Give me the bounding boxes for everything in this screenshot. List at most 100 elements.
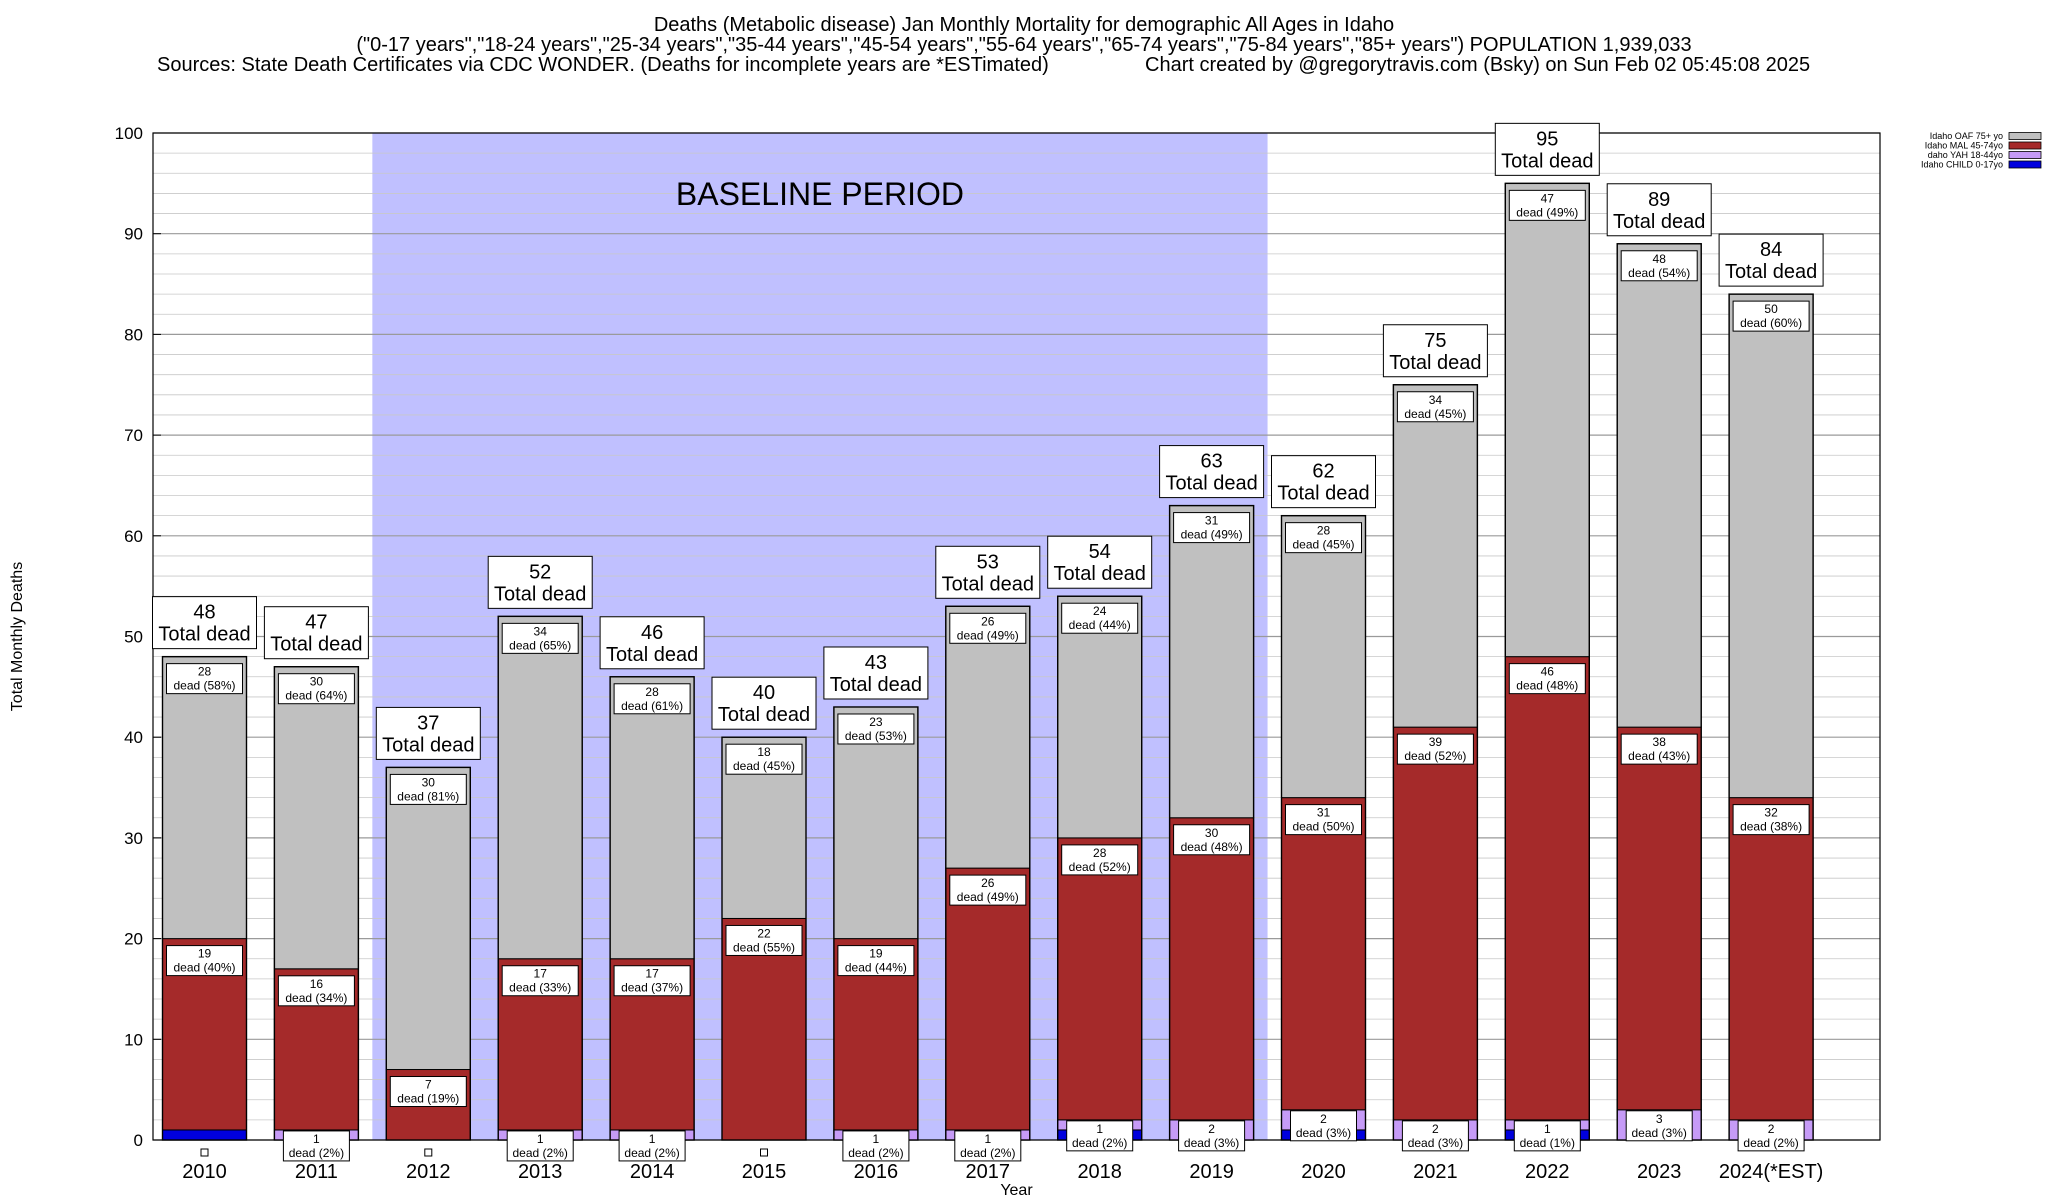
empty-point-2015 [760,1148,768,1157]
total-label-count: 54 [1089,541,1111,563]
yah-label-2018-box [1066,1120,1134,1152]
x-tick-label: 2020 [1301,1161,1346,1183]
yah-label-2018-pct: dead (2%) [1072,1136,1127,1150]
legend-label: Idaho MAL 45-74yo [1925,141,2003,151]
yah-label-2011-box [282,1130,350,1162]
mal-label-2016-pct: dead (44%) [845,961,907,975]
y-tick-label: 100 [115,124,143,143]
bar-oaf-2022 [1504,182,1590,658]
mal-label-2017-box [949,874,1027,906]
yah-label-2022-pct: dead (1%) [1520,1136,1575,1150]
bar-oaf-2020 [1281,515,1366,799]
total-label-count: 48 [193,602,215,624]
mal-label-2012-count: 7 [425,1078,432,1092]
mal-label-2010-box [166,945,243,977]
oaf-label-2023-box [1620,250,1698,282]
mal-label-2014-count: 17 [645,967,659,981]
oaf-label-2018-count: 24 [1093,604,1107,618]
empty-point-2012 [424,1148,433,1157]
legend-label: Idaho CHILD 0-17yo [1921,160,2003,170]
bar-oaf-2021 [1392,384,1478,728]
x-tick-label: 2017 [966,1161,1011,1183]
bar-oaf-2019 [1169,505,1255,819]
bar-oaf-2018 [1057,595,1143,839]
bar-oaf-2013 [497,615,583,960]
yah-label-2014-box [618,1130,686,1162]
y-tick-label: 40 [124,728,143,747]
total-label-box [1382,324,1488,378]
x-tick-label: 2016 [854,1161,899,1183]
oaf-label-2013-box [501,622,579,654]
x-tick-label: 2019 [1189,1161,1234,1183]
mal-label-2014-box [613,965,691,997]
total-label-text: Total dead [606,644,698,666]
oaf-label-2018-box [1061,602,1139,634]
oaf-label-2012-count: 30 [422,775,436,789]
y-tick-label: 60 [124,527,143,546]
mal-label-2013-pct: dead (33%) [509,981,571,995]
bar-mal-2024(*EST) [1728,797,1814,1121]
bar-outline-2012 [385,766,471,1141]
total-label-text: Total dead [270,634,362,656]
total-label-text: Total dead [1054,563,1146,585]
total-label-box [1606,183,1712,237]
total-label-count: 52 [529,561,551,583]
bar-mal-2021 [1392,726,1478,1121]
total-label-text: Total dead [942,573,1034,595]
bar-mal-2018 [1057,837,1143,1121]
total-label-count: 43 [865,652,887,674]
oaf-label-2010-pct: dead (58%) [173,679,235,693]
oaf-label-2013-count: 34 [534,624,548,638]
mal-label-2021-box [1396,733,1474,765]
mal-label-2020-pct: dead (50%) [1292,820,1354,834]
bar-oaf-2016 [833,706,919,940]
mal-label-2023-count: 38 [1653,735,1667,749]
total-label-box [1718,233,1824,287]
oaf-label-2010-count: 28 [198,665,212,679]
oaf-label-2024(*EST)-box [1732,300,1810,332]
yah-label-2019-box [1178,1120,1246,1152]
baseline-period-label: BASELINE PERIOD [676,176,964,212]
yah-label-2023-box [1625,1110,1693,1142]
y-tick-label: 80 [124,325,143,344]
mal-label-2016-box [837,945,915,977]
mal-label-2012-box [389,1076,467,1108]
oaf-label-2020-pct: dead (45%) [1292,538,1354,552]
yah-label-2023-count: 3 [1656,1112,1663,1126]
mal-label-2023-box [1620,733,1698,765]
mal-label-2024(*EST)-pct: dead (38%) [1740,820,1802,834]
oaf-label-2022-count: 47 [1541,191,1555,205]
oaf-label-2019-box [1173,512,1251,544]
mal-label-2024(*EST)-count: 32 [1764,806,1778,820]
oaf-label-2017-box [949,612,1027,644]
legend-swatch-oaf [2008,132,2042,140]
y-tick-label: 70 [124,426,143,445]
bar-oaf-2023 [1616,243,1702,728]
x-axis-label: Year [1000,1182,1033,1199]
oaf-label-2024(*EST)-pct: dead (60%) [1740,316,1802,330]
yah-label-2014-pct: dead (2%) [624,1146,679,1160]
chart-sources: Sources: State Death Certificates via CD… [157,54,1049,76]
mal-label-2017-pct: dead (49%) [957,890,1019,904]
oaf-label-2014-count: 28 [645,685,659,699]
